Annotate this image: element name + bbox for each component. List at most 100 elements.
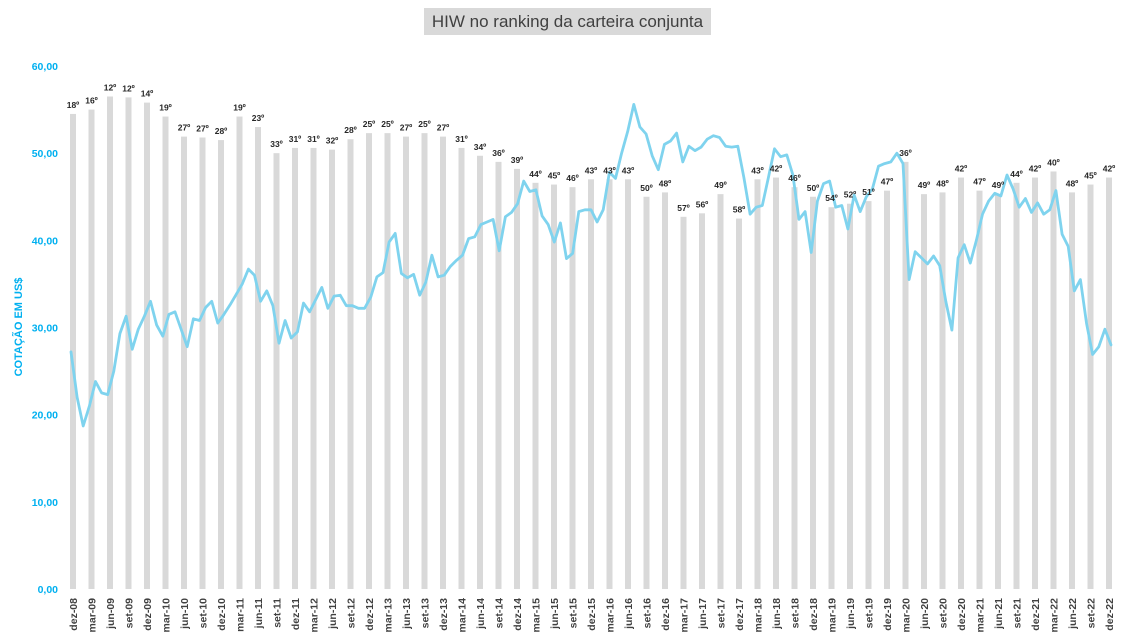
bar-data-label: 47º [973, 177, 986, 187]
x-tick-label: jun-11 [253, 598, 265, 630]
x-tick-label: dez-22 [1104, 598, 1116, 631]
bar [939, 192, 946, 589]
x-tick-label: dez-16 [660, 598, 672, 631]
bar-data-label: 27º [437, 123, 450, 133]
bar [1013, 182, 1020, 589]
x-tick-label: jun-19 [845, 598, 857, 630]
bar-data-label: 28º [344, 125, 357, 135]
bar-labels-layer: 18º 16º 12º 12º 14º 19º 27º 27º 28º 19º 23º 33º 31º 3… [67, 83, 1116, 215]
x-tick-label: mar-19 [827, 598, 839, 633]
bar [773, 177, 779, 589]
bar [847, 203, 853, 589]
bar-data-label: 31º [455, 134, 468, 144]
bar [236, 116, 243, 589]
bar [588, 179, 594, 590]
x-tick-label: mar-22 [1049, 598, 1061, 633]
bar-data-label: 16º [85, 96, 98, 106]
x-tick-label: dez-19 [882, 598, 894, 631]
bar-data-label: 39º [511, 155, 524, 165]
x-tick-label: set-20 [938, 598, 950, 629]
x-tick-label: mar-15 [531, 598, 543, 633]
x-tick-label: mar-16 [605, 598, 617, 633]
x-tick-label: mar-12 [309, 598, 321, 633]
y-axis-ticks: 0,00 10,00 20,00 30,00 40,00 50,00 60,00 [32, 61, 58, 596]
bar-data-label: 12º [104, 83, 117, 93]
bar-data-label: 25º [381, 119, 394, 129]
x-tick-label: jun-18 [771, 598, 783, 630]
bar-data-label: 18º [67, 100, 80, 110]
bar-data-label: 27º [196, 123, 209, 133]
bar [625, 179, 631, 590]
bar [995, 194, 1001, 589]
bar [477, 155, 483, 589]
bar [107, 96, 113, 589]
bar-data-label: 46º [566, 173, 579, 183]
bar [699, 213, 705, 590]
x-tick-label: dez-11 [290, 598, 302, 630]
bar-data-label: 51º [862, 187, 875, 197]
y-tick-label: 20,00 [32, 410, 58, 422]
x-tick-label: jun-21 [993, 598, 1005, 630]
bar-data-label: 25º [418, 119, 431, 129]
x-tick-label: dez-13 [438, 598, 450, 631]
bar [458, 147, 465, 590]
bar-data-label: 28º [215, 126, 228, 136]
bar [884, 190, 890, 590]
bar-data-label: 48º [1066, 178, 1079, 188]
x-tick-label: dez-18 [808, 598, 820, 631]
x-tick-label: mar-14 [457, 598, 469, 633]
bar-data-label: 46º [788, 173, 801, 183]
y-tick-label: 0,00 [38, 584, 59, 596]
chart-title: HIW no ranking da carteira conjunta [431, 11, 704, 31]
x-tick-label: mar-21 [975, 598, 987, 633]
bar [421, 133, 428, 589]
x-tick-label: mar-20 [901, 598, 913, 633]
bar [717, 194, 724, 589]
x-tick-label: dez-09 [142, 598, 154, 631]
x-tick-label: mar-10 [161, 598, 173, 633]
bar-data-label: 14º [141, 89, 154, 99]
bar [754, 179, 761, 590]
bar [976, 190, 983, 590]
x-tick-label: set-11 [272, 598, 284, 628]
bar [551, 184, 557, 589]
bar-data-label: 49º [992, 180, 1005, 190]
bar [680, 216, 687, 589]
x-tick-label: dez-17 [734, 598, 746, 631]
bar-data-label: 40º [1047, 157, 1060, 167]
bar-data-label: 52º [844, 190, 857, 200]
bar-data-label: 45º [1084, 171, 1097, 181]
bar [199, 137, 206, 589]
bar-data-label: 27º [178, 123, 191, 133]
x-tick-label: set-09 [124, 598, 136, 629]
x-tick-label: set-14 [494, 598, 506, 629]
bar-data-label: 32º [326, 136, 339, 146]
x-tick-label: set-13 [420, 598, 432, 629]
bar-data-label: 19º [233, 103, 246, 113]
bar [865, 201, 872, 589]
y-tick-label: 30,00 [32, 323, 58, 335]
bar [366, 133, 372, 589]
bar-data-label: 57º [677, 203, 690, 213]
bar-data-label: 43º [751, 165, 764, 175]
y-tick-label: 50,00 [32, 148, 58, 160]
x-tick-label: set-22 [1086, 598, 1098, 629]
bar [921, 194, 927, 589]
bar [144, 102, 150, 590]
bar-data-label: 42º [1029, 164, 1042, 174]
bar [70, 113, 76, 590]
bar-data-label: 12º [122, 83, 135, 93]
bar [791, 187, 798, 589]
x-tick-label: jun-17 [697, 598, 709, 630]
bar [292, 147, 298, 590]
bar-data-label: 36º [899, 148, 912, 158]
bar-data-label: 47º [881, 177, 894, 187]
x-tick-label: jun-14 [475, 598, 487, 630]
x-tick-label: jun-16 [623, 598, 635, 630]
bar-data-label: 48º [659, 178, 672, 188]
bar [736, 218, 742, 589]
bar-data-label: 44º [529, 169, 542, 179]
x-tick-label: dez-20 [956, 598, 968, 631]
y-tick-label: 40,00 [32, 235, 58, 247]
